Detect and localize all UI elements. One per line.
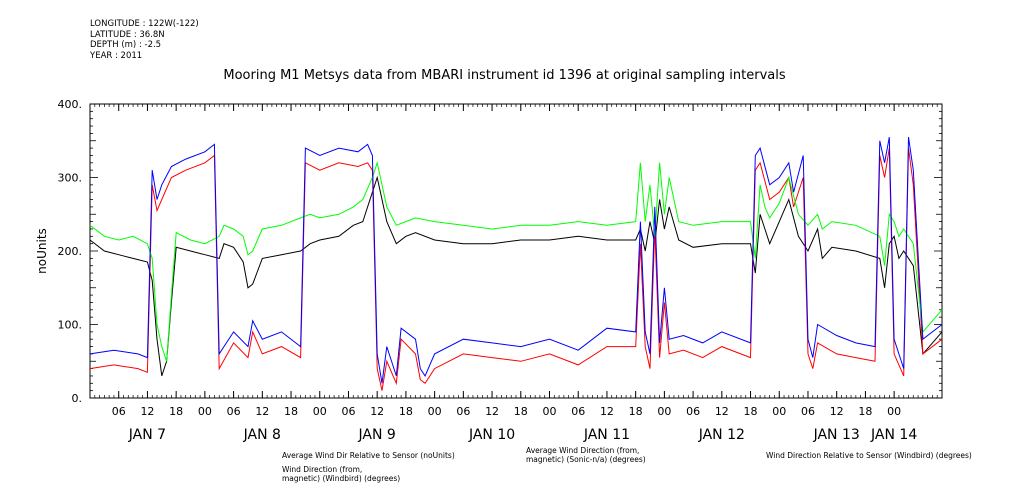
year-text: YEAR : 2011 xyxy=(90,50,143,61)
longitude-text: LONGITUDE : 122W(-122) xyxy=(90,19,199,29)
y-tick-label: 100. xyxy=(58,319,83,332)
x-day-label: JAN 13 xyxy=(813,427,860,443)
x-day-label: JAN 9 xyxy=(358,427,396,443)
y-tick-label: 0. xyxy=(72,392,83,405)
x-tick-label: 00 xyxy=(772,405,786,418)
x-day-label: JAN 7 xyxy=(128,427,166,443)
x-tick-label: 00 xyxy=(313,405,327,418)
x-tick-label: 06 xyxy=(571,405,585,418)
y-tick-label: 200. xyxy=(58,245,83,258)
x-day-label: JAN 12 xyxy=(698,427,745,443)
x-tick-label: 18 xyxy=(858,405,872,418)
x-day-label: JAN 14 xyxy=(870,427,917,443)
x-tick-label: 18 xyxy=(284,405,298,418)
x-tick-label: 18 xyxy=(629,405,643,418)
plot-frame xyxy=(89,103,943,399)
y-tick-label: 300. xyxy=(58,172,83,185)
x-tick-label: 18 xyxy=(399,405,413,418)
legend-label: Wind Direction Relative to Sensor (Windb… xyxy=(766,451,972,460)
x-tick-label: 12 xyxy=(485,405,499,418)
x-day-label: JAN 8 xyxy=(243,427,281,443)
x-tick-label: 00 xyxy=(887,405,901,418)
x-tick-label: 06 xyxy=(456,405,470,418)
x-tick-label: 00 xyxy=(428,405,442,418)
x-tick-label: 12 xyxy=(140,405,154,418)
x-tick-label: 12 xyxy=(600,405,614,418)
x-tick-label: 18 xyxy=(514,405,528,418)
x-tick-label: 12 xyxy=(830,405,844,418)
x-tick-label: 06 xyxy=(341,405,355,418)
x-tick-label: 12 xyxy=(370,405,384,418)
latitude-text: LATITUDE : 36.8N xyxy=(90,29,165,40)
metadata-block: LONGITUDE : 122W(-122) LATITUDE : 36.8N … xyxy=(90,19,199,61)
x-tick-label: 06 xyxy=(112,405,126,418)
y-axis-label: noUnits xyxy=(35,228,49,274)
x-tick-label: 00 xyxy=(543,405,557,418)
x-day-label: JAN 10 xyxy=(468,427,515,443)
series-line-1 xyxy=(89,175,943,377)
legend-label: Wind Direction (from, magnetic) (Windbir… xyxy=(282,465,401,483)
y-tick-label: 400. xyxy=(58,98,83,111)
legend-label: Average Wind Dir Relative to Sensor (noU… xyxy=(282,451,455,460)
x-tick-label: 12 xyxy=(255,405,269,418)
x-tick-label: 12 xyxy=(715,405,729,418)
legend-label: Average Wind Direction (from, magnetic) … xyxy=(526,446,646,464)
series-line-2 xyxy=(89,148,943,391)
x-tick-label: 18 xyxy=(744,405,758,418)
x-day-label: JAN 11 xyxy=(583,427,630,443)
x-tick-label: 06 xyxy=(227,405,241,418)
depth-text: DEPTH (m) : -2.5 xyxy=(90,40,162,50)
x-tick-label: 06 xyxy=(686,405,700,418)
x-tick-label: 00 xyxy=(198,405,212,418)
series-line-3 xyxy=(89,160,943,362)
chart-title: Mooring M1 Metsys data from MBARI instru… xyxy=(223,68,786,83)
x-tick-label: 00 xyxy=(657,405,671,418)
series-line-4 xyxy=(89,137,943,384)
x-tick-label: 18 xyxy=(169,405,183,418)
x-tick-label: 06 xyxy=(801,405,815,418)
